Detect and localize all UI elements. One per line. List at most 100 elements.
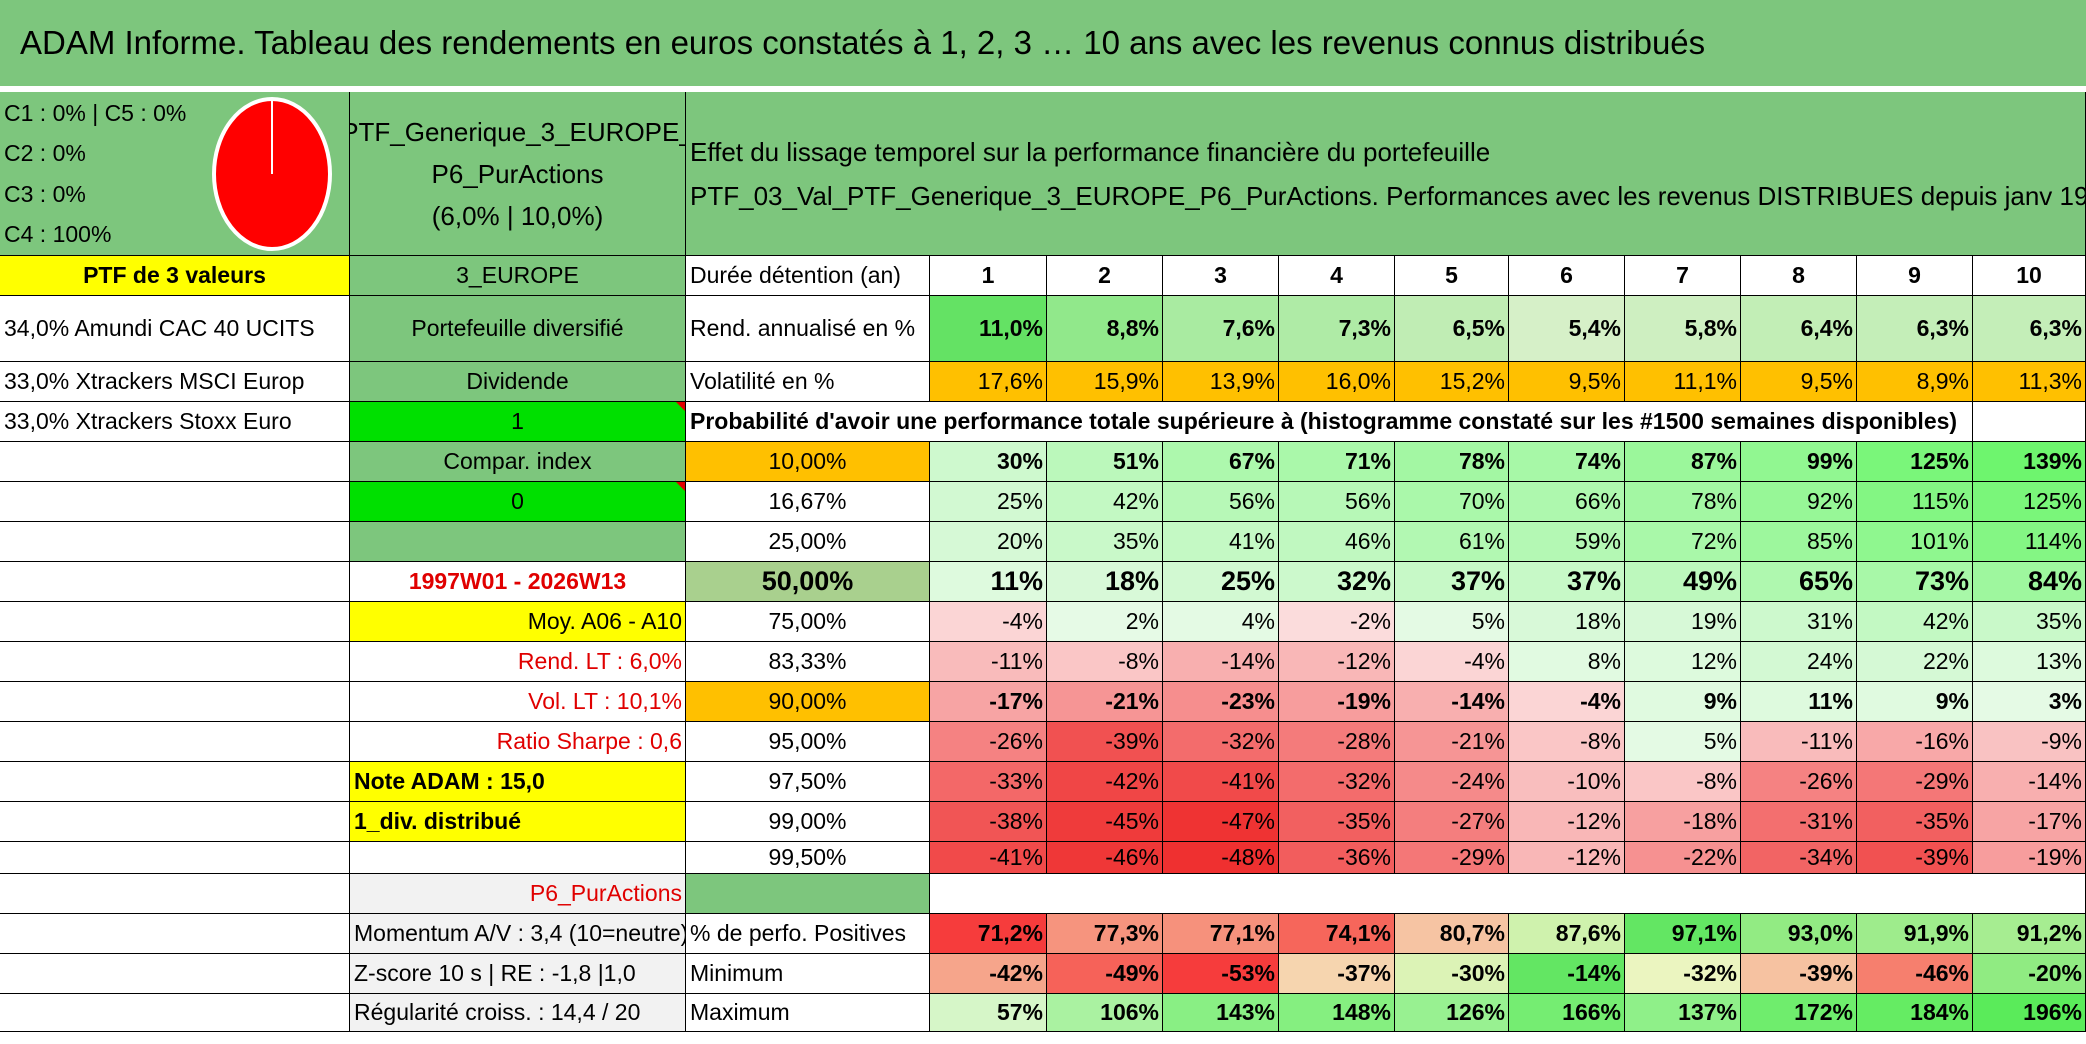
year-header: 3 <box>1163 256 1279 296</box>
year-header: 7 <box>1625 256 1741 296</box>
positives-label: % de perfo. Positives <box>686 914 930 954</box>
quantile-value: -24% <box>1395 762 1509 802</box>
momentum-label: Momentum A/V : 3,4 (10=neutre) <box>350 914 686 954</box>
sharpe-label: Ratio Sharpe : 0,6 <box>350 722 686 762</box>
quantile-value: -45% <box>1047 802 1163 842</box>
quantile-value: 49% <box>1625 562 1741 602</box>
dividende-label: Dividende <box>350 362 686 402</box>
quantile-value: 59% <box>1509 522 1625 562</box>
allocation-pie-chart <box>212 97 332 251</box>
portfolio-name-line3: (6,0% | 10,0%) <box>431 200 604 231</box>
minimum-value: -14% <box>1509 954 1625 994</box>
quantile-value: -48% <box>1163 842 1279 874</box>
quantile-value: 42% <box>1857 602 1973 642</box>
empty-cell <box>0 762 350 802</box>
quantile-value: 22% <box>1857 642 1973 682</box>
quantile-value: 41% <box>1163 522 1279 562</box>
quantile-value: -35% <box>1279 802 1395 842</box>
quantile-value: 9% <box>1857 682 1973 722</box>
quantile-value: -27% <box>1395 802 1509 842</box>
quantile-value: -33% <box>930 762 1047 802</box>
minimum-value: -46% <box>1857 954 1973 994</box>
maximum-value: 166% <box>1509 994 1625 1032</box>
quantile-value: -38% <box>930 802 1047 842</box>
maximum-value: 148% <box>1279 994 1395 1032</box>
positives-value: 91,9% <box>1857 914 1973 954</box>
empty-cell <box>686 874 930 914</box>
quantile-value: -32% <box>1279 762 1395 802</box>
quantile-value: 8% <box>1509 642 1625 682</box>
quantile-label: 99,00% <box>686 802 930 842</box>
quantile-value: 35% <box>1047 522 1163 562</box>
quantile-value: 3% <box>1973 682 2086 722</box>
rend-value: 5,4% <box>1509 296 1625 362</box>
quantile-value: -8% <box>1625 762 1741 802</box>
quantile-value: -4% <box>1395 642 1509 682</box>
quantile-value: 78% <box>1395 442 1509 482</box>
quantile-value: -29% <box>1395 842 1509 874</box>
year-header: 5 <box>1395 256 1509 296</box>
positives-value: 87,6% <box>1509 914 1625 954</box>
quantile-value: 31% <box>1741 602 1857 642</box>
quantile-value: -31% <box>1741 802 1857 842</box>
quantile-value: -12% <box>1509 802 1625 842</box>
quantile-value: 56% <box>1163 482 1279 522</box>
holding-1: 34,0% Amundi CAC 40 UCITS <box>0 296 350 362</box>
minimum-value: -30% <box>1395 954 1509 994</box>
quantile-value: 72% <box>1625 522 1741 562</box>
quantile-value: 12% <box>1625 642 1741 682</box>
quantile-value: 125% <box>1857 442 1973 482</box>
description-panel: Effet du lissage temporel sur la perform… <box>686 92 2086 256</box>
empty-cell <box>0 994 350 1032</box>
quantile-label: 75,00% <box>686 602 930 642</box>
quantile-value: -22% <box>1625 842 1741 874</box>
holding-2: 33,0% Xtrackers MSCI Europ <box>0 362 350 402</box>
empty-cell <box>0 682 350 722</box>
quantile-value: -41% <box>930 842 1047 874</box>
quantile-value: 78% <box>1625 482 1741 522</box>
quantile-value: 51% <box>1047 442 1163 482</box>
positives-value: 97,1% <box>1625 914 1741 954</box>
quantile-value: 46% <box>1279 522 1395 562</box>
description-line1: Effet du lissage temporel sur la perform… <box>690 136 1491 167</box>
quantile-value: 19% <box>1625 602 1741 642</box>
minimum-value: -49% <box>1047 954 1163 994</box>
quantile-value: -32% <box>1163 722 1279 762</box>
quantile-value: 115% <box>1857 482 1973 522</box>
empty-cell <box>0 954 350 994</box>
quantile-value: -16% <box>1857 722 1973 762</box>
quantile-value: 24% <box>1741 642 1857 682</box>
rend-value: 5,8% <box>1625 296 1741 362</box>
quantile-value: 74% <box>1509 442 1625 482</box>
description-line2: PTF_03_Val_PTF_Generique_3_EUROPE_P6_Pur… <box>690 180 2086 211</box>
quantile-value: -17% <box>930 682 1047 722</box>
quantile-label: 99,50% <box>686 842 930 874</box>
rend-lt-label: Rend. LT : 6,0% <box>350 642 686 682</box>
quantile-value: -17% <box>1973 802 2086 842</box>
quantile-value: 18% <box>1509 602 1625 642</box>
quantile-value: 87% <box>1625 442 1741 482</box>
quantile-value: 18% <box>1047 562 1163 602</box>
quantile-value: 85% <box>1741 522 1857 562</box>
quantile-value: -41% <box>1163 762 1279 802</box>
profile-label: P6_PurActions <box>350 874 686 914</box>
quantile-value: -29% <box>1857 762 1973 802</box>
quantile-label: 83,33% <box>686 642 930 682</box>
quantile-value: 101% <box>1857 522 1973 562</box>
quantile-value: 25% <box>930 482 1047 522</box>
holding-3: 33,0% Xtrackers Stoxx Euro <box>0 402 350 442</box>
empty-cell <box>0 642 350 682</box>
quantile-value: -47% <box>1163 802 1279 842</box>
quantile-value: -35% <box>1857 802 1973 842</box>
quantile-label: 50,00% <box>686 562 930 602</box>
quantile-value: 11% <box>930 562 1047 602</box>
quantile-value: 4% <box>1163 602 1279 642</box>
zscore-label: Z-score 10 s | RE : -1,8 |1,0 <box>350 954 686 994</box>
quantile-label: 25,00% <box>686 522 930 562</box>
vol-label: Volatilité en % <box>686 362 930 402</box>
empty-cell <box>0 722 350 762</box>
quantile-value: -21% <box>1395 722 1509 762</box>
rend-value: 6,5% <box>1395 296 1509 362</box>
quantile-value: 84% <box>1973 562 2086 602</box>
